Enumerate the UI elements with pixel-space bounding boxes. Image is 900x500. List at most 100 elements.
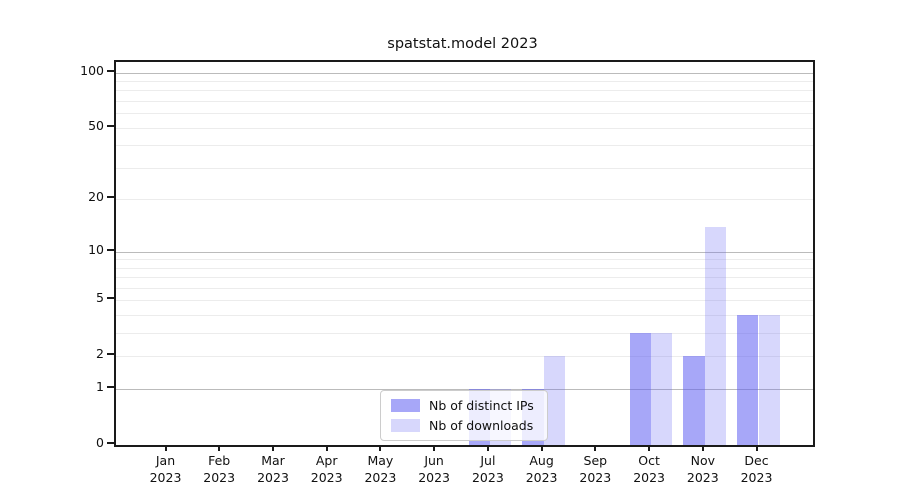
y-tick-mark <box>107 196 114 199</box>
bar-downloads-dec <box>758 315 780 445</box>
x-tick-mark <box>433 445 436 451</box>
x-tick-year: 2023 <box>579 470 612 485</box>
legend-swatch-distinct-ips <box>391 399 420 412</box>
bar-distinct-ips-nov <box>683 356 705 445</box>
x-tick-label-may: May 2023 <box>348 452 412 486</box>
bar-downloads-oct <box>651 333 673 445</box>
gridline-minor <box>116 127 813 129</box>
y-tick-label-50: 50 <box>88 117 104 133</box>
x-tick-mark <box>164 445 167 451</box>
x-tick-mark <box>379 445 382 451</box>
x-tick-mark <box>486 445 489 451</box>
gridline-minor <box>116 145 813 147</box>
gridline-minor <box>116 259 813 261</box>
y-tick-label-20: 20 <box>88 189 104 205</box>
x-tick-month: Sep <box>583 453 608 468</box>
x-tick-label-feb: Feb 2023 <box>187 452 251 486</box>
plot-area: Nb of distinct IPs Nb of downloads <box>114 60 815 447</box>
x-tick-month: Mar <box>261 453 285 468</box>
x-tick-mark <box>594 445 597 451</box>
x-tick-year: 2023 <box>525 470 558 485</box>
x-tick-year: 2023 <box>740 470 773 485</box>
y-tick-mark <box>107 442 114 444</box>
legend-item-downloads: Nb of downloads <box>391 418 534 433</box>
x-tick-month: Jul <box>480 453 496 468</box>
x-tick-year: 2023 <box>686 470 719 485</box>
legend-item-distinct-ips: Nb of distinct IPs <box>391 398 534 413</box>
x-tick-month: Dec <box>744 453 769 468</box>
bar-downloads-nov <box>704 226 727 445</box>
x-tick-year: 2023 <box>471 470 504 485</box>
gridline-minor <box>116 277 813 279</box>
x-tick-mark <box>272 445 274 451</box>
x-tick-label-jul: Jul 2023 <box>456 452 520 486</box>
x-tick-year: 2023 <box>364 470 397 485</box>
y-tick-mark <box>107 248 114 251</box>
gridline-minor <box>116 199 813 201</box>
x-tick-month: Oct <box>638 453 660 468</box>
gridline-minor <box>116 267 813 269</box>
x-tick-month: Feb <box>208 453 231 468</box>
legend-swatch-downloads <box>391 419 420 432</box>
x-tick-month: Nov <box>690 453 715 468</box>
y-tick-mark <box>107 124 114 127</box>
x-tick-label-dec: Dec 2023 <box>725 452 789 486</box>
y-tick-label-1: 1 <box>96 379 104 395</box>
x-tick-mark <box>701 445 704 451</box>
gridline-minor <box>116 300 813 302</box>
gridline-minor <box>116 101 813 102</box>
y-tick-label-5: 5 <box>96 290 104 306</box>
y-tick-label-10: 10 <box>88 241 104 257</box>
gridline-minor <box>116 90 813 92</box>
x-tick-label-apr: Apr 2023 <box>295 452 359 486</box>
gridline-major <box>116 72 813 74</box>
x-tick-label-aug: Aug 2023 <box>510 452 574 486</box>
bar-distinct-ips-dec <box>737 315 759 445</box>
x-tick-month: Apr <box>315 453 338 468</box>
x-tick-mark <box>218 445 221 451</box>
x-tick-year: 2023 <box>149 470 182 485</box>
chart-title: spatstat.model 2023 <box>387 36 538 52</box>
x-tick-year: 2023 <box>418 470 450 485</box>
y-tick-label-100: 100 <box>80 62 104 78</box>
x-tick-mark <box>540 445 543 451</box>
x-tick-month: Jan <box>155 453 176 468</box>
y-tick-label-2: 2 <box>96 346 104 362</box>
y-tick-mark <box>107 353 114 356</box>
x-tick-month: Jun <box>424 453 444 468</box>
x-tick-label-oct: Oct 2023 <box>617 452 681 486</box>
y-tick-mark <box>107 297 114 300</box>
x-tick-label-nov: Nov 2023 <box>671 452 735 486</box>
x-tick-label-sep: Sep 2023 <box>563 452 627 486</box>
legend-label-distinct-ips: Nb of distinct IPs <box>429 398 534 413</box>
y-tick-mark <box>107 386 114 389</box>
x-tick-label-jan: Jan 2023 <box>134 452 198 486</box>
y-tick-mark <box>107 69 114 72</box>
x-tick-mark <box>755 445 758 451</box>
gridline-minor <box>116 356 813 358</box>
gridline-major <box>116 389 813 391</box>
gridline-major <box>116 251 813 253</box>
x-tick-mark <box>325 445 328 451</box>
x-tick-mark <box>648 445 651 451</box>
x-tick-month: May <box>367 453 394 468</box>
y-tick-label-0: 0 <box>96 435 104 450</box>
gridline-minor <box>116 81 813 82</box>
x-tick-year: 2023 <box>203 470 236 485</box>
x-tick-label-mar: Mar 2023 <box>241 452 305 486</box>
x-tick-label-jun: Jun 2023 <box>402 452 466 486</box>
legend: Nb of distinct IPs Nb of downloads <box>380 390 548 441</box>
x-tick-year: 2023 <box>310 470 343 485</box>
x-tick-year: 2023 <box>633 470 665 485</box>
legend-label-downloads: Nb of downloads <box>429 418 534 433</box>
x-tick-year: 2023 <box>257 470 289 485</box>
gridline-minor <box>116 315 813 317</box>
gridline-minor <box>116 333 813 335</box>
x-tick-month: Aug <box>529 453 554 468</box>
gridline-minor <box>116 288 813 289</box>
gridline-minor <box>116 167 813 169</box>
gridline-minor <box>116 113 813 115</box>
bar-distinct-ips-oct <box>629 333 652 445</box>
bar-downloads-aug <box>543 356 565 445</box>
